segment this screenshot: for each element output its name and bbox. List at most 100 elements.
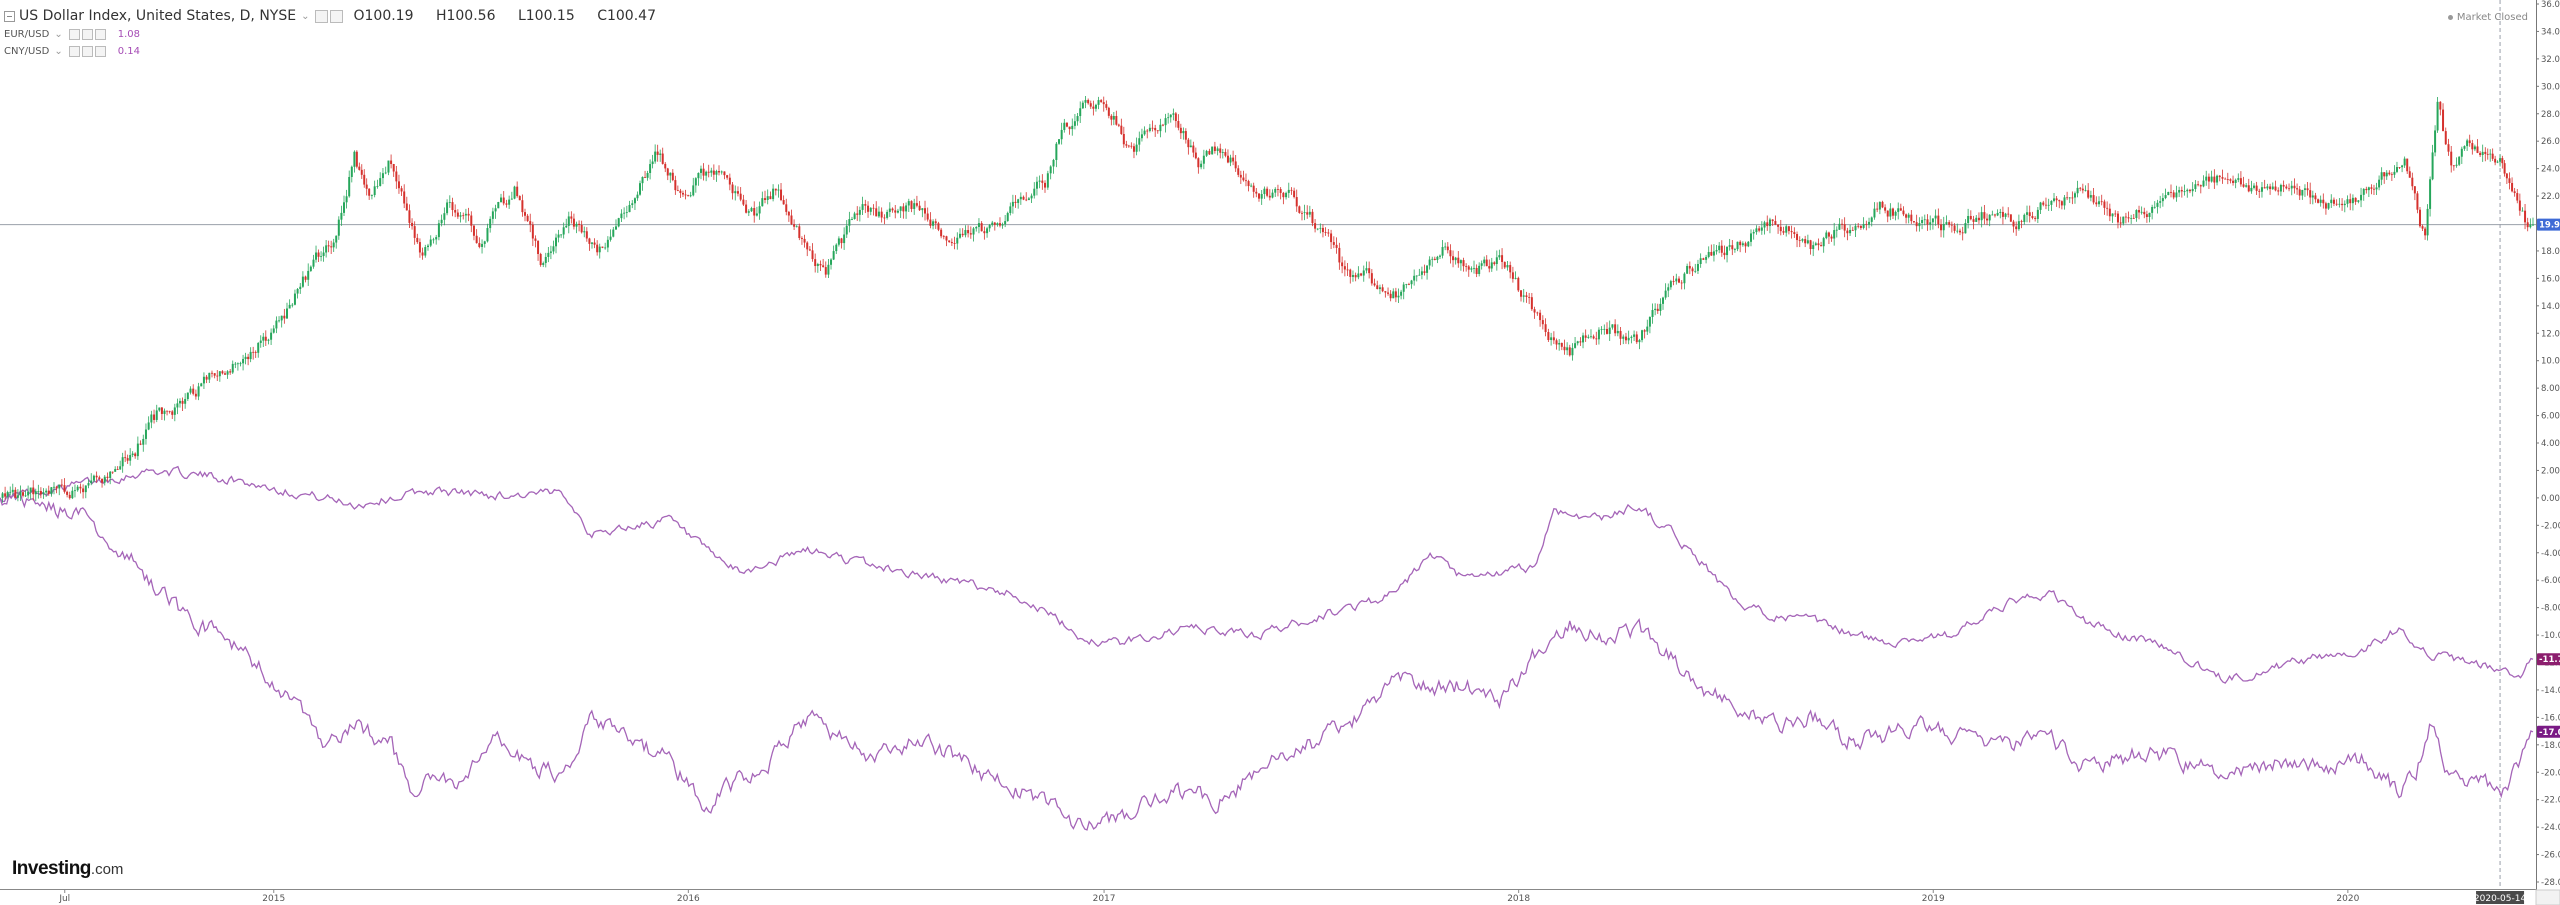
y-tick-label: -24.00%: [2541, 823, 2560, 833]
candle: [2175, 185, 2178, 202]
candle: [2330, 194, 2333, 208]
candle: [2455, 157, 2458, 168]
candle: [707, 164, 710, 178]
candle: [659, 149, 662, 162]
y-tick-label: -20.00%: [2541, 768, 2560, 778]
candle: [649, 159, 652, 180]
candle: [400, 185, 403, 196]
candle: [114, 466, 117, 472]
candle: [609, 229, 612, 242]
candle: [2511, 177, 2514, 193]
candle: [1991, 210, 1994, 216]
candle: [459, 212, 462, 223]
visibility-toggle-icon[interactable]: [315, 9, 329, 23]
candle: [793, 219, 796, 231]
candle: [641, 176, 644, 191]
candle: [446, 199, 449, 216]
candle: [1718, 242, 1721, 254]
settings-icon[interactable]: [81, 46, 93, 57]
candle: [124, 450, 127, 463]
candle: [1252, 182, 1255, 198]
eur-last-value-badge: -11.76%: [2537, 653, 2560, 665]
candle: [257, 342, 260, 358]
candle: [785, 198, 788, 216]
chevron-down-icon[interactable]: ⌄: [301, 10, 310, 22]
candle: [761, 191, 764, 207]
candle: [1035, 176, 1038, 196]
candle: [1221, 148, 1224, 159]
candle: [1838, 218, 1841, 230]
collapse-legend-icon[interactable]: [4, 10, 15, 22]
settings-icon[interactable]: [330, 9, 344, 23]
dxy-candles[interactable]: [1, 95, 2534, 503]
settings-icon[interactable]: [81, 29, 93, 40]
candle: [192, 384, 195, 396]
candle: [2406, 158, 2409, 174]
candle: [236, 362, 239, 371]
candle: [977, 218, 980, 234]
candle: [1651, 303, 1654, 324]
candle: [2274, 180, 2277, 192]
candle: [2172, 190, 2175, 200]
candle: [2285, 184, 2288, 190]
candle: [537, 240, 540, 261]
y-tick-label: -18.00%: [2541, 741, 2560, 751]
candle: [2148, 212, 2151, 223]
candle: [1983, 205, 1986, 225]
candle: [734, 185, 737, 201]
candle: [1680, 280, 1683, 290]
candle: [1787, 225, 1790, 235]
candle: [1988, 214, 1991, 227]
candle: [1931, 218, 1934, 230]
candle: [1172, 108, 1175, 121]
y-axis[interactable]: 36.00% 34.00% 32.00% 30.00% 28.00% 26.00% 24.0…: [2536, 0, 2560, 890]
chevron-down-icon[interactable]: ⌄: [54, 46, 63, 57]
candle: [1825, 230, 1828, 240]
visibility-toggle-icon[interactable]: [68, 46, 80, 57]
cny-usd-series-line[interactable]: [0, 489, 2534, 831]
candle: [424, 244, 427, 258]
candle: [1820, 241, 1823, 247]
candle: [1522, 288, 1525, 303]
y-tick-label: 32.00%: [2541, 55, 2560, 65]
candle: [2413, 185, 2416, 201]
x-axis[interactable]: Jul 2015 2016 2017 2018 2019 2020 2020-05-14: [0, 889, 2560, 905]
candle: [656, 144, 659, 162]
candle: [614, 219, 617, 230]
candle: [2494, 155, 2497, 166]
candle: [150, 410, 153, 429]
candle: [1143, 126, 1146, 136]
remove-series-icon[interactable]: [94, 29, 106, 40]
candle: [1616, 324, 1619, 337]
candle: [681, 190, 684, 197]
candle: [1068, 126, 1071, 135]
eur-usd-series-line[interactable]: [0, 465, 2534, 684]
candle: [1459, 259, 1462, 271]
candle: [988, 223, 991, 232]
candle: [32, 480, 35, 501]
candle: [886, 209, 889, 220]
candle: [392, 163, 395, 177]
visibility-toggle-icon[interactable]: [68, 29, 80, 40]
candle: [24, 490, 27, 498]
remove-series-icon[interactable]: [94, 46, 106, 57]
candle: [1699, 253, 1702, 268]
series-last-value-label: -17.05%: [2539, 728, 2560, 738]
candle: [184, 393, 187, 409]
candle: [2385, 170, 2388, 180]
candle: [224, 371, 227, 375]
candle: [1189, 139, 1192, 148]
candle: [2486, 148, 2489, 160]
candle: [52, 482, 55, 495]
candle: [2221, 169, 2224, 184]
candle: [1071, 118, 1074, 136]
candle: [542, 261, 545, 268]
candle: [2424, 226, 2427, 240]
chevron-down-icon[interactable]: ⌄: [54, 29, 63, 40]
candle: [1958, 228, 1961, 236]
candle: [2253, 183, 2256, 190]
candle: [2416, 191, 2419, 214]
candle: [631, 200, 634, 209]
candle: [2365, 186, 2368, 194]
